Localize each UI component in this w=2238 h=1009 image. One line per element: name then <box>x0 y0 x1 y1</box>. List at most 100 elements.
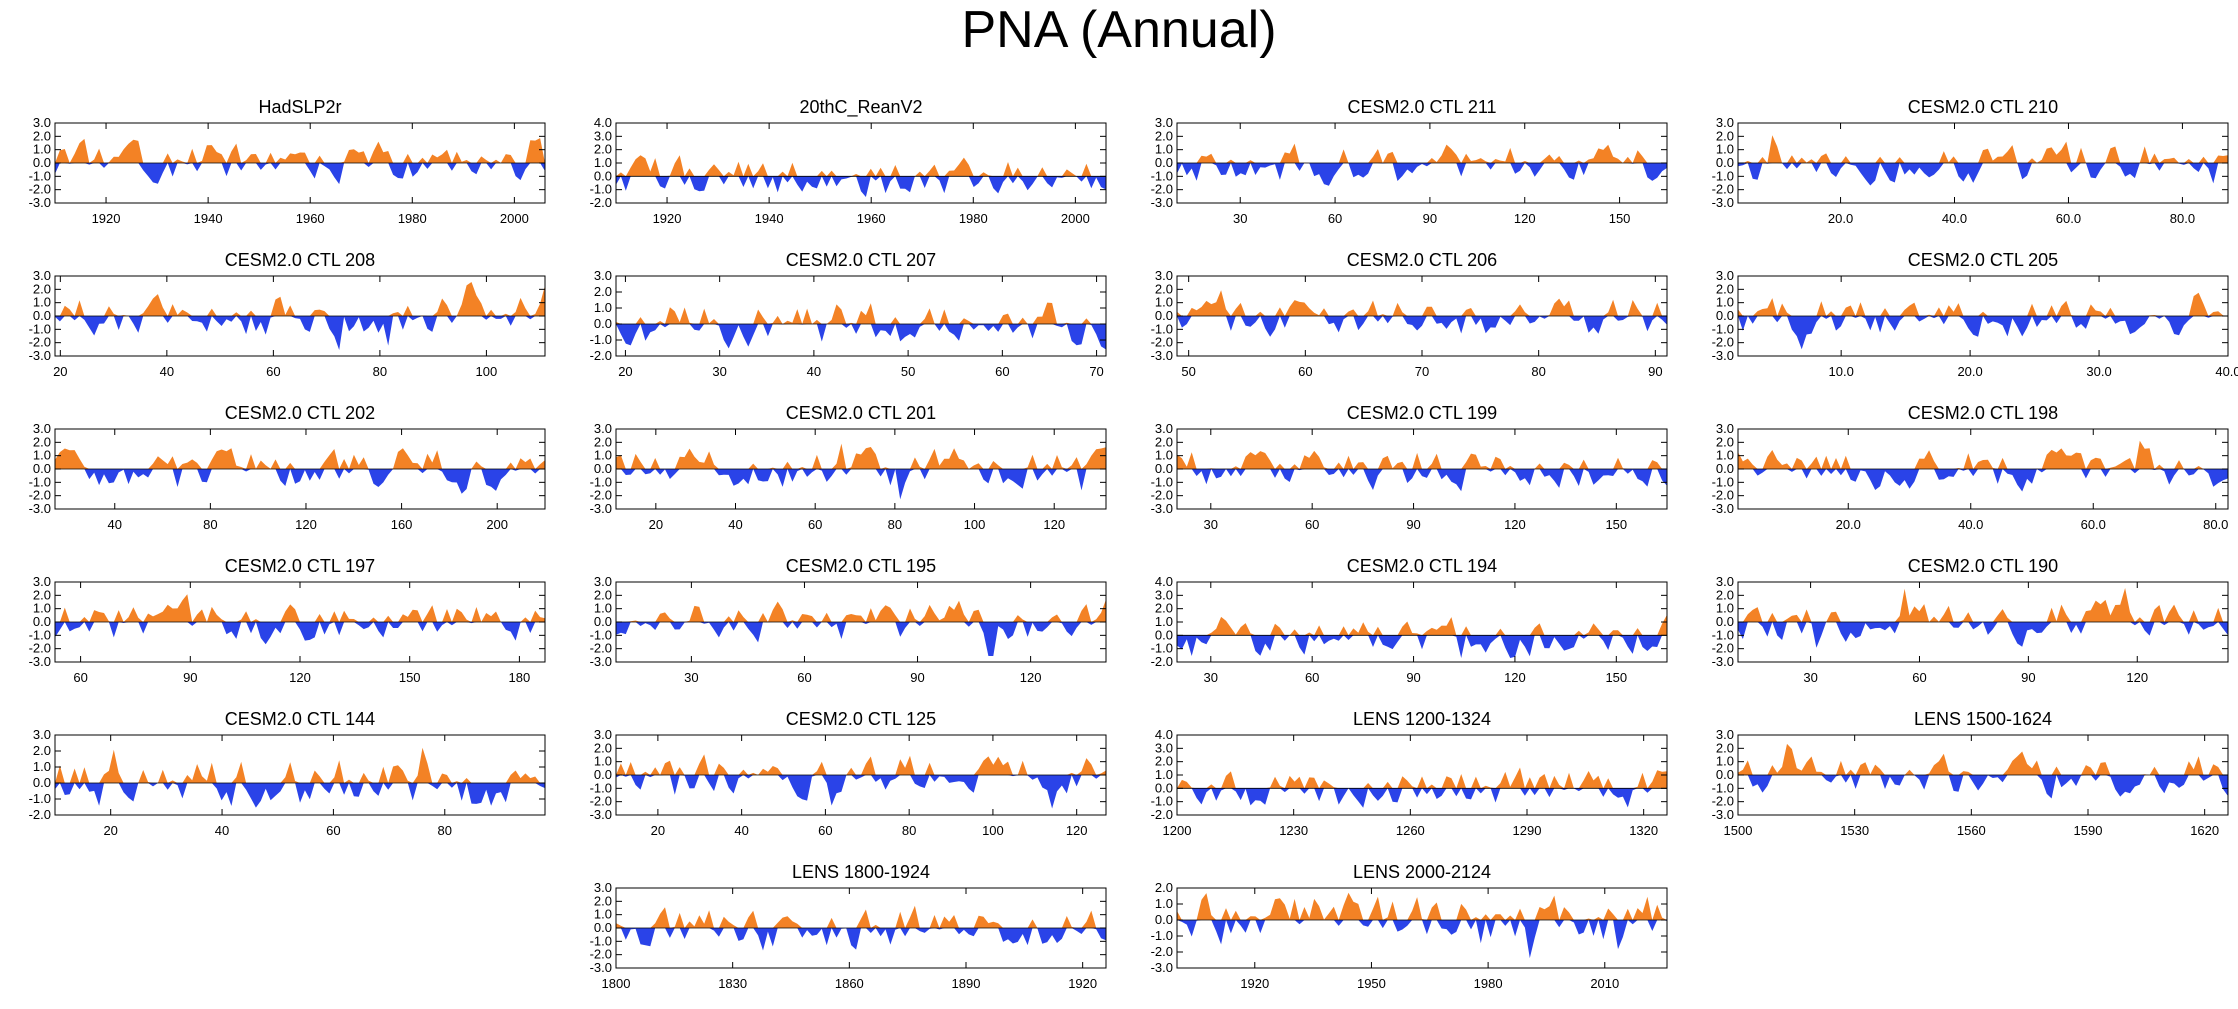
x-tick-label: 40.0 <box>1942 211 1967 226</box>
x-tick-label: 90 <box>183 670 197 685</box>
negative-area <box>1738 775 2228 799</box>
x-tick-label: 1920 <box>653 211 682 226</box>
y-tick-label: 2.0 <box>594 893 612 908</box>
y-tick-label: 2.0 <box>1155 128 1173 143</box>
panel-svg: HadSLP2r 3.02.01.00.0-1.0-2.0-3.0 1920 1940… <box>29 97 546 226</box>
positive-area <box>1738 440 2228 469</box>
y-tick-label: -2.0 <box>590 794 612 809</box>
x-tick-label: 1920 <box>92 211 121 226</box>
y-tick-label: 3.0 <box>33 115 51 130</box>
x-tick-label: 30 <box>1233 211 1247 226</box>
y-tick-label: 2.0 <box>594 587 612 602</box>
y-tick-label: 0.0 <box>33 155 51 170</box>
panel-svg: LENS 1800-19243.02.01.00.0-1.0-2.0-3.018… <box>590 862 1107 991</box>
positive-area <box>1177 892 1667 920</box>
y-tick-label: 2.0 <box>594 142 612 157</box>
x-tick-label: 1290 <box>1513 823 1542 838</box>
y-tick-label: 1.0 <box>33 448 51 463</box>
x-tick-label: 80 <box>888 517 902 532</box>
y-tick-label: -1.0 <box>29 168 51 183</box>
y-tick-label: 4.0 <box>1155 574 1173 589</box>
x-tick-label: 60.0 <box>2081 517 2106 532</box>
x-tick-label: 120 <box>289 670 311 685</box>
pna-panel: HadSLP2r 3.0 2.0 1.0 0.0 -1.0 -2.0 -3.0 1920 1940… <box>10 95 555 235</box>
y-tick-label: -3.0 <box>1712 807 1734 822</box>
x-tick-label: 200 <box>486 517 508 532</box>
panel-svg: CESM2.0 CTL 194 4.03.02.01.00.0-1.0-2.0 30… <box>1151 556 1668 685</box>
y-tick-label: 3.0 <box>1716 115 1734 130</box>
x-tick-label: 20.0 <box>1836 517 1861 532</box>
y-tick-label: -1.0 <box>1712 627 1734 642</box>
y-tick-label: -3.0 <box>1151 195 1173 210</box>
y-tick-label: 2.0 <box>1155 434 1173 449</box>
positive-area <box>1177 450 1667 469</box>
x-tick-label: 40 <box>215 823 229 838</box>
y-tick-label: 1.0 <box>594 754 612 769</box>
x-tick-label: 120 <box>1043 517 1065 532</box>
panel-title: CESM2.0 CTL 197 <box>225 556 375 576</box>
y-tick-label: 3.0 <box>1155 587 1173 602</box>
panel-svg: CESM2.0 CTL 201 3.02.01.00.0-1.0-2.0-3.0 2… <box>590 403 1107 532</box>
positive-area <box>616 754 1106 775</box>
x-tick-label: 30.0 <box>2086 364 2111 379</box>
plot-frame <box>54 734 546 816</box>
negative-area <box>616 775 1106 809</box>
x-tick-label: 90 <box>910 670 924 685</box>
negative-area <box>1177 316 1667 337</box>
x-tick-label: 20 <box>53 364 67 379</box>
panel-title: CESM2.0 CTL 205 <box>1908 250 2058 270</box>
x-tick-label: 70 <box>1089 364 1103 379</box>
y-tick-label: 0.0 <box>594 767 612 782</box>
y-tick-label: 3.0 <box>594 268 612 283</box>
x-tick-label: 120 <box>295 517 317 532</box>
y-tick-label: -2.0 <box>1151 944 1173 959</box>
negative-area <box>1177 788 1667 808</box>
x-tick-label: 90 <box>1406 517 1420 532</box>
x-tick-label: 50 <box>901 364 915 379</box>
x-tick-label: 80 <box>203 517 217 532</box>
x-tick-label: 1890 <box>952 976 981 991</box>
y-tick-label: 0.0 <box>594 461 612 476</box>
panel-title: CESM2.0 CTL 202 <box>225 403 375 423</box>
pna-panel: CESM2.0 CTL 197 3.0 2.0 1.0 0.0 -1.0 -2.0 -3.0 6… <box>10 554 555 694</box>
panel-svg: CESM2.0 CTL 144 3.02.01.00.0-1.0-2.0 20 40 6… <box>29 709 546 838</box>
y-tick-label: -1.0 <box>1712 780 1734 795</box>
y-tick-label: 2.0 <box>1155 880 1173 895</box>
y-tick-label: 1.0 <box>33 601 51 616</box>
y-tick-label: 2.0 <box>594 434 612 449</box>
positive-area <box>1177 614 1667 636</box>
y-tick-label: 3.0 <box>33 727 51 742</box>
panel-title: CESM2.0 CTL 208 <box>225 250 375 270</box>
pna-panel: CESM2.0 CTL 202 3.0 2.0 1.0 0.0 -1.0 -2.0 -3.0 4… <box>10 401 555 541</box>
x-tick-label: 60 <box>326 823 340 838</box>
y-tick-label: 2.0 <box>33 743 51 758</box>
y-tick-label: -1.0 <box>590 474 612 489</box>
panel-svg: CESM2.0 CTL 210 3.02.01.00.0-1.0-2.0-3.0 2… <box>1712 97 2229 226</box>
x-tick-label: 1960 <box>296 211 325 226</box>
x-tick-label: 1860 <box>835 976 864 991</box>
y-tick-label: 3.0 <box>1155 268 1173 283</box>
y-tick-label: 2.0 <box>33 281 51 296</box>
y-tick-label: 3.0 <box>1716 268 1734 283</box>
panel-title: CESM2.0 CTL 199 <box>1347 403 1497 423</box>
panel-title: CESM2.0 CTL 211 <box>1347 97 1496 117</box>
panel-svg: LENS 1200-1324 4.03.02.01.00.0-1.0-2.0120… <box>1151 709 1668 838</box>
x-tick-label: 40 <box>160 364 174 379</box>
positive-area <box>1738 135 2228 163</box>
x-tick-label: 80.0 <box>2203 517 2228 532</box>
panel-svg: CESM2.0 CTL 211 3.02.01.00.0-1.0-2.0-3.0 3… <box>1151 97 1668 226</box>
pna-panel: LENS 1800-1924 3.0 2.0 1.0 0.0 -1.0 -2.0 -3.0 18… <box>571 860 1116 1000</box>
y-tick-label: 3.0 <box>594 727 612 742</box>
negative-area <box>55 316 545 350</box>
x-tick-label: 60 <box>1298 364 1312 379</box>
positive-area <box>616 302 1106 324</box>
x-tick-label: 120 <box>1504 670 1526 685</box>
x-tick-label: 90 <box>1648 364 1662 379</box>
x-tick-label: 1980 <box>398 211 427 226</box>
y-tick-label: -2.0 <box>1151 182 1173 197</box>
x-tick-label: 20 <box>649 517 663 532</box>
y-tick-label: -1.0 <box>1151 641 1173 656</box>
pna-panel: CESM2.0 CTL 201 3.0 2.0 1.0 0.0 -1.0 -2.0 -3.0 2… <box>571 401 1116 541</box>
panel-title: LENS 1800-1924 <box>792 862 930 882</box>
panel-svg: CESM2.0 CTL 199 3.02.01.00.0-1.0-2.0-3.0 3… <box>1151 403 1668 532</box>
